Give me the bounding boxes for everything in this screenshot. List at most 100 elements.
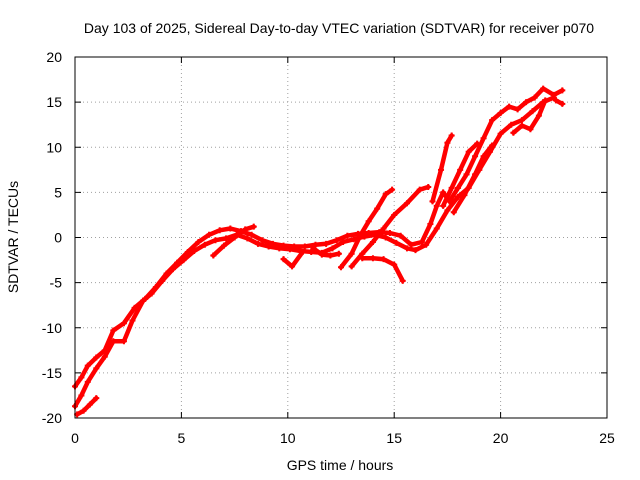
y-tick-label: 5 — [54, 184, 62, 200]
data-point-marker — [542, 97, 549, 104]
data-point-marker — [120, 320, 127, 327]
data-point-marker — [489, 142, 496, 149]
data-point-marker — [93, 354, 100, 361]
data-point-marker — [408, 241, 415, 248]
data-point-marker — [438, 166, 445, 173]
data-point-marker — [559, 100, 566, 107]
data-point-marker — [244, 235, 251, 242]
data-point-marker — [350, 236, 357, 243]
data-point-marker — [463, 171, 470, 178]
data-point-marker — [489, 117, 496, 124]
data-point-marker — [129, 317, 136, 324]
data-point-marker — [340, 239, 347, 246]
data-point-marker — [540, 85, 547, 92]
data-point-marker — [80, 407, 87, 414]
data-point-marker — [301, 243, 308, 250]
data-point-marker — [440, 202, 447, 209]
data-point-marker — [140, 297, 147, 304]
data-point-marker — [433, 202, 440, 209]
data-point-marker — [344, 232, 351, 239]
data-point-marker — [327, 252, 334, 259]
data-point-marker — [508, 121, 515, 128]
data-point-marker — [403, 200, 410, 207]
data-point-marker — [472, 171, 479, 178]
data-point-marker — [465, 148, 472, 155]
y-tick-label: -15 — [42, 365, 62, 381]
data-point-marker — [318, 251, 325, 258]
data-point-marker — [365, 218, 372, 225]
data-point-marker — [357, 232, 364, 239]
data-point-marker — [527, 126, 534, 133]
data-point-marker — [148, 290, 155, 297]
data-point-marker — [391, 261, 398, 268]
data-point-marker — [227, 225, 234, 232]
data-point-marker — [518, 117, 525, 124]
data-series-track — [430, 133, 454, 204]
data-point-marker — [101, 353, 108, 360]
data-point-marker — [386, 229, 393, 236]
data-point-marker — [220, 242, 227, 249]
data-point-marker — [461, 192, 468, 199]
data-point-marker — [382, 234, 389, 241]
data-point-marker — [393, 239, 400, 246]
data-point-marker — [444, 139, 451, 146]
data-point-marker — [120, 338, 127, 345]
data-point-marker — [403, 245, 410, 252]
data-series-track — [72, 86, 565, 389]
data-point-marker — [559, 87, 566, 94]
y-tick-label: -20 — [42, 410, 62, 426]
data-point-marker — [497, 109, 504, 116]
y-axis-label: SDTVAR / TECUs — [5, 181, 21, 293]
x-axis-label: GPS time / hours — [287, 457, 394, 473]
data-point-marker — [389, 186, 396, 193]
x-tick-label: 10 — [280, 430, 296, 446]
data-point-marker — [93, 395, 100, 402]
data-point-marker — [433, 225, 440, 232]
data-point-marker — [425, 183, 432, 190]
y-tick-label: 10 — [46, 139, 62, 155]
data-point-marker — [444, 207, 451, 214]
data-series-track — [349, 184, 431, 269]
data-point-marker — [248, 231, 255, 238]
y-tick-label: 15 — [46, 94, 62, 110]
data-point-marker — [518, 122, 525, 129]
data-point-marker — [289, 263, 296, 270]
y-tick-label: -10 — [42, 320, 62, 336]
data-point-marker — [323, 240, 330, 247]
data-point-marker — [242, 226, 249, 233]
data-point-marker — [333, 237, 340, 244]
grid — [75, 57, 607, 418]
data-point-marker — [280, 256, 287, 263]
y-tick-label: 20 — [46, 49, 62, 65]
data-point-marker — [374, 205, 381, 212]
x-tick-label: 25 — [599, 430, 615, 446]
data-point-marker — [78, 374, 85, 381]
data-point-marker — [472, 153, 479, 160]
data-point-marker — [210, 252, 217, 259]
data-point-marker — [216, 227, 223, 234]
data-point-marker — [531, 94, 538, 101]
data-point-marker — [474, 140, 481, 147]
data-point-marker — [131, 304, 138, 311]
data-point-marker — [265, 243, 272, 250]
data-point-marker — [480, 153, 487, 160]
data-point-marker — [312, 241, 319, 248]
data-point-marker — [382, 191, 389, 198]
axis-ticks: 0 5 10 15 20 25 -20 -15 -10 -5 0 5 10 15 20 — [42, 49, 615, 446]
data-point-marker — [86, 401, 93, 408]
data-point-marker — [310, 245, 317, 252]
y-tick-label: -5 — [50, 275, 63, 291]
data-series-group — [72, 85, 566, 418]
data-point-marker — [206, 231, 213, 238]
data-point-marker — [510, 129, 517, 136]
data-point-marker — [552, 97, 559, 104]
data-series-track — [74, 395, 99, 417]
data-point-marker — [180, 257, 187, 264]
data-point-marker — [418, 239, 425, 246]
data-point-marker — [78, 392, 85, 399]
data-point-marker — [480, 135, 487, 142]
data-point-marker — [380, 256, 387, 263]
data-point-marker — [455, 193, 462, 200]
data-point-marker — [159, 277, 166, 284]
